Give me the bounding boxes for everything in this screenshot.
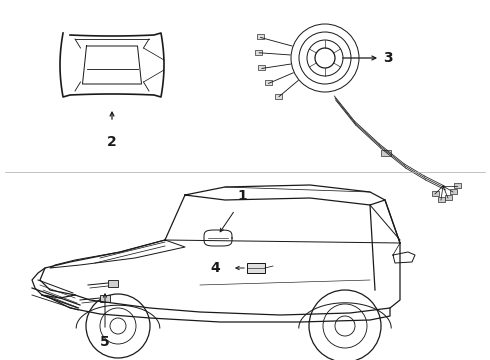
Text: 1: 1 — [237, 189, 247, 203]
Bar — [275, 94, 282, 99]
Text: 5: 5 — [100, 335, 110, 349]
Bar — [454, 183, 461, 188]
Bar — [381, 150, 391, 156]
Bar — [247, 263, 265, 273]
Bar — [100, 295, 110, 302]
Bar — [255, 50, 262, 55]
Bar — [257, 35, 264, 40]
Bar — [450, 189, 457, 194]
Bar — [108, 280, 118, 287]
Text: 3: 3 — [383, 51, 392, 65]
Bar — [432, 191, 439, 196]
Text: 2: 2 — [107, 135, 117, 149]
Bar — [258, 66, 265, 71]
Bar — [265, 80, 271, 85]
Bar — [438, 197, 445, 202]
Text: 4: 4 — [210, 261, 220, 275]
Bar — [445, 195, 452, 200]
